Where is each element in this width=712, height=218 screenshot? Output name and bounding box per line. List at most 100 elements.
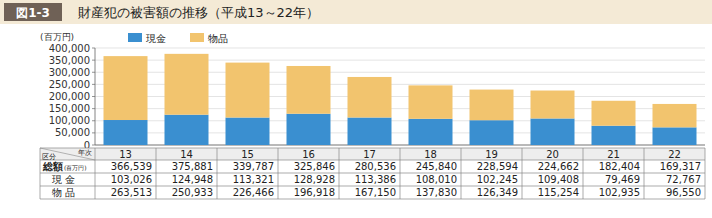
category-label: 21 bbox=[607, 149, 620, 160]
table-cell: 113,321 bbox=[233, 174, 274, 185]
title-bar bbox=[0, 0, 712, 24]
bar bbox=[531, 118, 575, 145]
table-cell: 226,466 bbox=[233, 187, 274, 198]
y-tick bbox=[92, 120, 95, 121]
table-cell: 72,767 bbox=[666, 174, 701, 185]
table-cell: 182,404 bbox=[599, 161, 640, 172]
table-rule bbox=[583, 148, 584, 199]
table-cell: 167,150 bbox=[355, 187, 396, 198]
y-axis bbox=[95, 48, 96, 145]
category-label: 18 bbox=[424, 149, 437, 160]
bar bbox=[165, 54, 209, 115]
table-cell: 124,948 bbox=[172, 174, 213, 185]
bar bbox=[409, 119, 453, 145]
title: 財産犯の被害額の推移（平成13～22年） bbox=[78, 5, 319, 20]
y-tick bbox=[92, 96, 95, 97]
bar bbox=[104, 120, 148, 145]
table-rule bbox=[339, 148, 340, 199]
table-rule bbox=[156, 148, 157, 199]
table-rule bbox=[522, 148, 523, 199]
table-cell: 366,539 bbox=[111, 161, 152, 172]
y-tick bbox=[92, 84, 95, 85]
bar bbox=[226, 118, 270, 145]
table-row-label: 現 金 bbox=[52, 174, 75, 185]
table-row-unit: (百万円) bbox=[64, 164, 87, 171]
table-rule bbox=[400, 148, 401, 199]
legend-label: 物品 bbox=[208, 33, 228, 44]
bar bbox=[470, 90, 514, 121]
table-cell: 115,254 bbox=[538, 187, 579, 198]
category-label: 19 bbox=[485, 149, 498, 160]
table-cell: 108,010 bbox=[416, 174, 457, 185]
chart-root: 図1-3財産犯の被害額の推移（平成13～22年）(百万円)050,000100,… bbox=[0, 0, 712, 218]
table-row-label: 物 品 bbox=[52, 187, 75, 198]
chart: 図1-3財産犯の被害額の推移（平成13～22年）(百万円)050,000100,… bbox=[0, 0, 712, 218]
figure-badge bbox=[4, 3, 62, 21]
bar bbox=[470, 120, 514, 145]
category-label: 22 bbox=[668, 149, 681, 160]
table-cell: 128,928 bbox=[294, 174, 335, 185]
legend-swatch bbox=[190, 33, 204, 42]
table-cell: 228,594 bbox=[477, 161, 518, 172]
table-rule bbox=[95, 148, 96, 199]
y-axis-label: (百万円) bbox=[40, 32, 74, 42]
table-cell: 250,933 bbox=[172, 187, 213, 198]
table-cell: 79,469 bbox=[605, 174, 640, 185]
y-tick-label: 250,000 bbox=[49, 79, 90, 90]
y-tick bbox=[92, 48, 95, 49]
table-diagonal bbox=[40, 148, 95, 160]
y-tick bbox=[92, 145, 95, 146]
bar bbox=[592, 101, 636, 126]
bar bbox=[653, 127, 697, 145]
table-rule bbox=[40, 199, 705, 200]
y-tick-label: 150,000 bbox=[49, 103, 90, 114]
category-label: 17 bbox=[363, 149, 376, 160]
bar bbox=[165, 115, 209, 145]
table-cell: 102,935 bbox=[599, 187, 640, 198]
table-header-row: 区分 bbox=[42, 153, 56, 161]
table-row-label: 総額 bbox=[42, 161, 63, 172]
table-cell: 245,840 bbox=[416, 161, 457, 172]
bar bbox=[409, 85, 453, 118]
table-cell: 103,026 bbox=[111, 174, 152, 185]
y-tick-label: 400,000 bbox=[49, 43, 90, 54]
category-label: 15 bbox=[241, 149, 254, 160]
table-rule bbox=[644, 148, 645, 199]
table-cell: 224,662 bbox=[538, 161, 579, 172]
table-cell: 325,846 bbox=[294, 161, 335, 172]
category-label: 13 bbox=[119, 149, 132, 160]
table-rule bbox=[40, 148, 41, 199]
table-rule bbox=[217, 148, 218, 199]
figure-label: 図1-3 bbox=[16, 6, 50, 20]
table-cell: 263,513 bbox=[111, 187, 152, 198]
bar bbox=[287, 66, 331, 114]
table-cell: 375,881 bbox=[172, 161, 213, 172]
legend-swatch bbox=[128, 33, 142, 42]
bar bbox=[104, 56, 148, 120]
table-header-bg bbox=[40, 148, 705, 160]
table-cell: 169,317 bbox=[660, 161, 701, 172]
bar bbox=[287, 114, 331, 145]
table-header-col: 年次 bbox=[78, 149, 92, 157]
y-tick bbox=[92, 72, 95, 73]
table-rule bbox=[278, 148, 279, 199]
y-tick-label: 50,000 bbox=[55, 127, 90, 138]
bar bbox=[226, 63, 270, 118]
y-tick-label: 100,000 bbox=[49, 115, 90, 126]
table-cell: 102,245 bbox=[477, 174, 518, 185]
table-cell: 96,550 bbox=[666, 187, 701, 198]
table-cell: 196,918 bbox=[294, 187, 335, 198]
table-cell: 126,349 bbox=[477, 187, 518, 198]
table-cell: 113,386 bbox=[355, 174, 396, 185]
y-tick bbox=[92, 60, 95, 61]
bars bbox=[104, 54, 697, 145]
category-label: 14 bbox=[180, 149, 193, 160]
table-rule bbox=[461, 148, 462, 199]
y-tick-label: 350,000 bbox=[49, 55, 90, 66]
table-rule bbox=[705, 148, 706, 199]
table-cell: 137,830 bbox=[416, 187, 457, 198]
table-cell: 109,408 bbox=[538, 174, 579, 185]
bar bbox=[531, 91, 575, 119]
y-tick bbox=[92, 108, 95, 109]
y-tick-label: 200,000 bbox=[49, 91, 90, 102]
